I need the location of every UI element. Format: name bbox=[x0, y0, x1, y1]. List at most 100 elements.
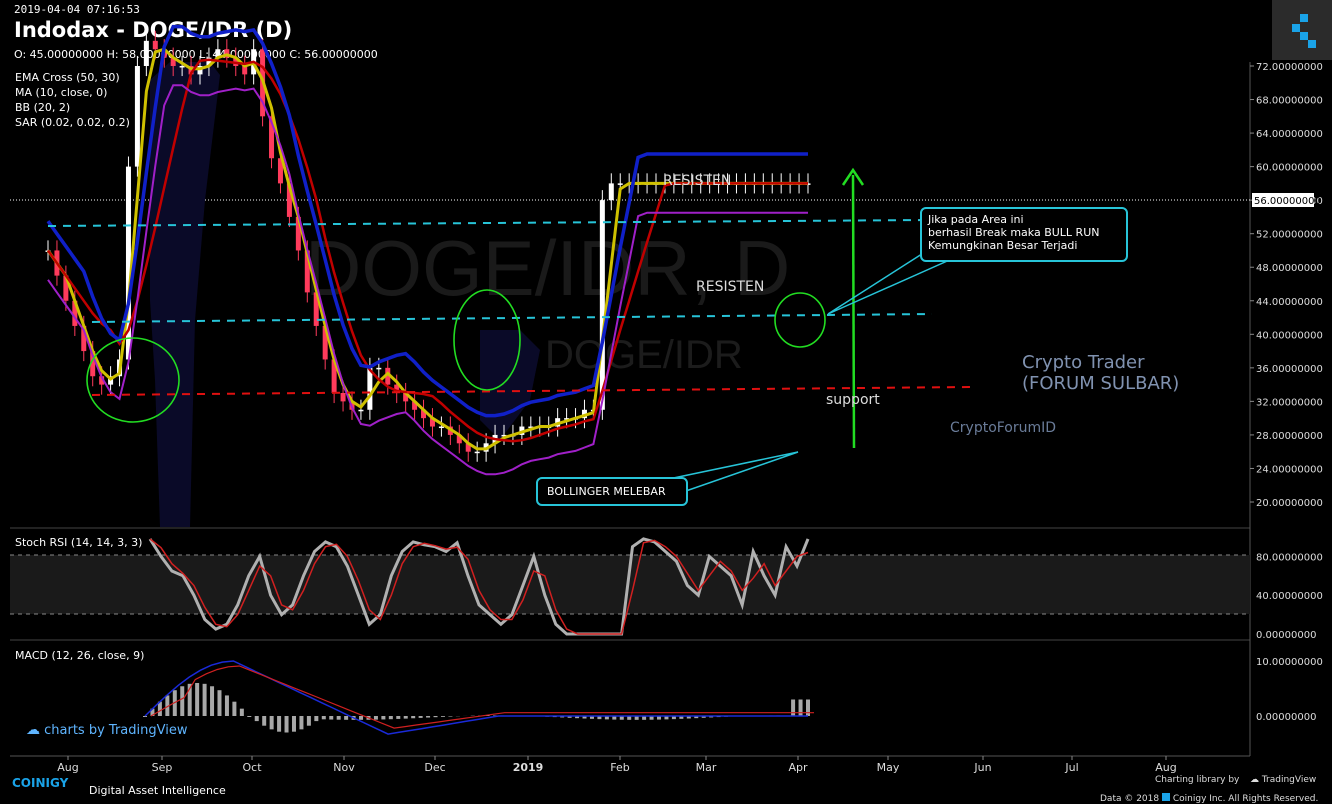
macd-hist-bar bbox=[187, 683, 192, 716]
resistance-line-2 bbox=[91, 313, 933, 323]
indicator-ma[interactable]: MA (10, close, 0) bbox=[15, 86, 108, 99]
time-tick-label: May bbox=[877, 761, 900, 774]
label-forum-id: CryptoForumID bbox=[950, 420, 1056, 436]
callout-bull-run: Jika pada Area ini berhasil Break maka B… bbox=[920, 207, 1128, 262]
time-tick-label: Nov bbox=[333, 761, 355, 774]
ema-50-line bbox=[46, 58, 808, 443]
macd-hist-bar bbox=[418, 716, 423, 718]
circle-apr bbox=[774, 292, 826, 348]
candle-body bbox=[72, 300, 78, 326]
candle-body bbox=[528, 426, 534, 429]
macd-hist-bar bbox=[359, 716, 364, 720]
price-tick-label: 72.00000000 bbox=[1256, 62, 1323, 73]
macd-hist-bar bbox=[165, 695, 170, 716]
macd-hist-bar bbox=[411, 716, 416, 719]
macd-hist-bar bbox=[589, 716, 594, 719]
macd-hist-bar bbox=[671, 716, 676, 720]
indicator-ema-cross[interactable]: EMA Cross (50, 30) bbox=[15, 71, 120, 84]
macd-hist-bar bbox=[344, 716, 349, 720]
macd-hist-bar bbox=[798, 699, 803, 716]
time-tick-label: Aug bbox=[1155, 761, 1176, 774]
macd-tick-label: 10.00000000 bbox=[1256, 657, 1323, 668]
candle-body bbox=[99, 376, 105, 385]
tradingview-badge[interactable]: ☁ charts by TradingView bbox=[26, 722, 187, 738]
candle-body bbox=[242, 66, 248, 75]
candle-body bbox=[474, 451, 480, 454]
macd-label[interactable]: MACD (12, 26, close, 9) bbox=[15, 649, 145, 662]
macd-hist-bar bbox=[433, 716, 438, 718]
copyright-rights: Coinigy Inc. All Rights Reserved. bbox=[1172, 794, 1319, 804]
time-tick-label: Aug bbox=[57, 761, 78, 774]
price-tick-label: 20.00000000 bbox=[1256, 498, 1323, 509]
circle-aug bbox=[86, 337, 180, 423]
price-tick-label: 44.00000000 bbox=[1256, 297, 1323, 308]
candle-body bbox=[421, 409, 427, 419]
macd-hist-bar bbox=[284, 716, 289, 733]
coinigy-small-icon bbox=[1162, 793, 1170, 801]
macd-hist-bar bbox=[597, 716, 602, 720]
price-tick-label: 48.00000000 bbox=[1256, 263, 1323, 274]
time-tick-label: Dec bbox=[424, 761, 445, 774]
macd-hist-bar bbox=[269, 716, 274, 730]
candle-body bbox=[125, 166, 131, 360]
cloud-icon: ☁ bbox=[26, 722, 40, 738]
candle-body bbox=[63, 275, 69, 301]
candle-body bbox=[501, 434, 507, 437]
time-tick-label: Feb bbox=[610, 761, 629, 774]
macd-hist-bar bbox=[403, 716, 408, 719]
macd-hist-bar bbox=[806, 699, 810, 716]
ohlc-readout: O: 45.00000000 H: 58.00000000 L: 44.0000… bbox=[14, 48, 378, 61]
price-axis[interactable]: 72.00000000 68.00000000 64.00000000 60.0000… bbox=[1250, 62, 1323, 723]
candle-body bbox=[412, 401, 418, 410]
macd-hist-bar bbox=[336, 716, 341, 720]
stoch-layer bbox=[148, 537, 810, 636]
candle-body bbox=[295, 216, 301, 251]
macd-hist-bar bbox=[306, 716, 311, 726]
tradingview-footer[interactable]: ☁ TradingView bbox=[1250, 775, 1316, 785]
last-price-tag-label: 56.00000000 bbox=[1254, 196, 1321, 207]
price-tick-label: 68.00000000 bbox=[1256, 96, 1323, 107]
time-tick-label: Apr bbox=[788, 761, 808, 774]
tradingview-badge-label: charts by TradingView bbox=[44, 723, 188, 738]
macd-hist-bar bbox=[612, 716, 617, 720]
macd-hist-bar bbox=[224, 695, 229, 716]
macd-hist-bar bbox=[157, 701, 162, 716]
watermark-big: DOGE/IDR, D bbox=[305, 224, 790, 312]
candle-body bbox=[367, 367, 373, 410]
macd-hist-bar bbox=[642, 716, 647, 720]
candle-body bbox=[564, 418, 570, 420]
candle-body bbox=[322, 325, 328, 360]
candle-body bbox=[376, 367, 382, 370]
macd-hist-bar bbox=[396, 716, 401, 719]
candle-body bbox=[331, 359, 337, 393]
time-axis[interactable]: Aug Sep Oct Nov Dec 2019 Feb Mar Apr May Jun Jul Aug bbox=[57, 756, 1177, 774]
coinigy-brand[interactable]: COINIGY bbox=[12, 776, 69, 790]
macd-hist-bar bbox=[150, 708, 155, 716]
macd-hist-bar bbox=[664, 716, 669, 720]
last-price-tag bbox=[1252, 193, 1314, 207]
macd-hist-bar bbox=[619, 716, 624, 720]
candle-body bbox=[456, 434, 462, 444]
macd-hist-bar bbox=[575, 716, 580, 719]
macd-layer bbox=[143, 660, 814, 735]
candle-body bbox=[134, 66, 140, 167]
coinigy-logo[interactable] bbox=[1272, 0, 1332, 60]
callout-bollinger-text: BOLLINGER MELEBAR bbox=[547, 485, 666, 498]
candle-body bbox=[170, 57, 176, 66]
candle-body bbox=[599, 200, 605, 410]
stoch-rsi-label[interactable]: Stoch RSI (14, 14, 3, 3) bbox=[15, 535, 143, 550]
coinigy-tagline: Digital Asset Intelligence bbox=[89, 784, 226, 797]
indicator-sar[interactable]: SAR (0.02, 0.02, 0.2) bbox=[15, 116, 130, 129]
macd-hist-bar bbox=[277, 716, 282, 732]
price-tick-label: 60.00000000 bbox=[1256, 163, 1323, 174]
candle-body bbox=[358, 409, 364, 412]
callout-line-3: Kemungkinan Besar Terjadi bbox=[928, 239, 1078, 252]
macd-hist-bar bbox=[195, 683, 200, 716]
macd-hist-bar bbox=[180, 686, 185, 716]
indicator-bb[interactable]: BB (20, 2) bbox=[15, 101, 71, 114]
watermark-small: DOGE/IDR bbox=[545, 333, 743, 377]
timestamp: 2019-04-04 07:16:53 bbox=[14, 3, 140, 16]
candle-body bbox=[143, 40, 149, 66]
macd-hist-bar bbox=[679, 716, 684, 719]
